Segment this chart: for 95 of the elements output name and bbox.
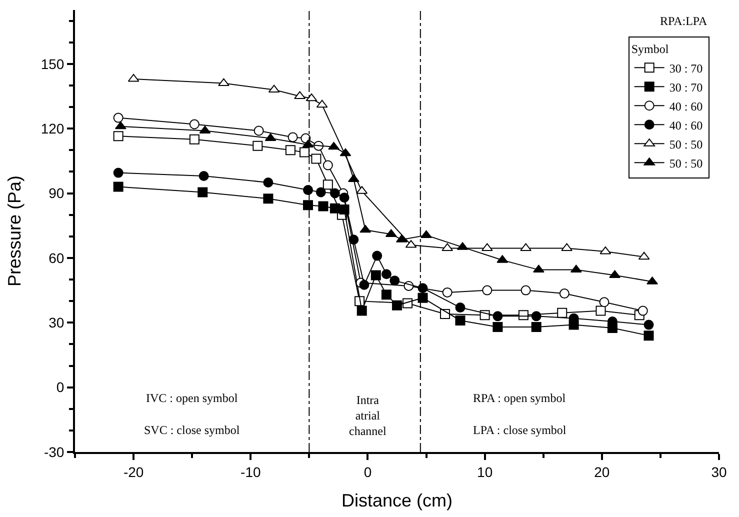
point bbox=[113, 112, 124, 123]
point bbox=[322, 160, 333, 170]
point bbox=[268, 84, 280, 93]
point bbox=[303, 200, 314, 210]
y-axis-title: Pressure (Pa) bbox=[4, 175, 25, 287]
point bbox=[360, 224, 372, 233]
point bbox=[330, 203, 340, 214]
y-tick-label: -30 bbox=[44, 444, 64, 460]
point bbox=[600, 246, 612, 254]
point bbox=[638, 252, 650, 260]
point bbox=[418, 292, 428, 303]
x-axis-title: Distance (cm) bbox=[341, 490, 453, 510]
legend-label: 50 : 50 bbox=[669, 156, 703, 170]
point bbox=[520, 285, 531, 296]
annotation: IVC : open symbol bbox=[146, 391, 238, 405]
point bbox=[644, 330, 654, 341]
point bbox=[302, 140, 314, 148]
x-tick-label: 10 bbox=[477, 464, 493, 480]
x-tick-label: 0 bbox=[364, 464, 372, 480]
legend-title: Symbol bbox=[631, 42, 670, 56]
point bbox=[570, 264, 582, 273]
y-tick-label: 150 bbox=[40, 56, 64, 72]
annotation: RPA : open symbol bbox=[473, 391, 566, 405]
point bbox=[189, 134, 200, 144]
point bbox=[316, 187, 326, 198]
point bbox=[455, 315, 466, 326]
point bbox=[599, 297, 610, 308]
point bbox=[356, 306, 367, 316]
legend-label: 30 : 70 bbox=[669, 61, 703, 76]
point bbox=[644, 320, 654, 330]
legend-label: 50 : 50 bbox=[669, 137, 703, 152]
y-tick-label: 60 bbox=[48, 250, 64, 266]
point bbox=[482, 285, 492, 296]
point bbox=[348, 234, 359, 245]
point bbox=[390, 276, 400, 286]
point bbox=[218, 78, 230, 86]
point bbox=[113, 168, 124, 178]
point bbox=[306, 93, 318, 102]
point bbox=[596, 306, 606, 316]
point bbox=[339, 192, 350, 203]
point bbox=[254, 126, 264, 136]
point bbox=[311, 154, 322, 164]
point bbox=[420, 230, 432, 238]
point bbox=[198, 187, 208, 198]
point bbox=[455, 302, 466, 313]
point bbox=[492, 311, 503, 322]
legend-label: 30 : 70 bbox=[669, 80, 703, 94]
point bbox=[263, 177, 274, 188]
x-tick-label: 30 bbox=[711, 464, 727, 480]
point bbox=[303, 185, 314, 196]
point bbox=[531, 322, 542, 332]
point bbox=[113, 182, 124, 192]
point bbox=[198, 171, 209, 182]
legend-label: 40 : 60 bbox=[669, 118, 703, 132]
point bbox=[300, 147, 310, 158]
point bbox=[114, 121, 126, 130]
legend-label: 40 : 60 bbox=[669, 99, 703, 114]
point bbox=[492, 322, 503, 332]
point bbox=[288, 132, 298, 142]
point bbox=[113, 131, 124, 142]
annotation: Intra atrial channel bbox=[349, 393, 387, 438]
point bbox=[264, 133, 276, 142]
point bbox=[285, 145, 296, 156]
point bbox=[316, 100, 328, 108]
point bbox=[359, 280, 370, 290]
point bbox=[372, 250, 382, 261]
point bbox=[381, 290, 392, 300]
x-tick-label: -20 bbox=[123, 464, 144, 480]
point bbox=[557, 308, 568, 318]
point bbox=[189, 119, 200, 130]
point bbox=[252, 140, 263, 151]
point bbox=[330, 188, 340, 198]
annotation: RPA:LPA bbox=[660, 14, 708, 28]
y-tick-label: 30 bbox=[48, 314, 64, 331]
y-tick-label: 90 bbox=[48, 185, 64, 202]
point bbox=[263, 194, 274, 204]
point bbox=[318, 201, 328, 212]
y-tick-label: 120 bbox=[40, 120, 64, 136]
x-tick-label: 20 bbox=[594, 464, 610, 480]
point bbox=[340, 148, 352, 156]
point bbox=[559, 288, 570, 299]
point bbox=[638, 306, 648, 316]
annotation: LPA : close symbol bbox=[473, 423, 567, 437]
point bbox=[418, 283, 428, 294]
point bbox=[531, 311, 542, 322]
point bbox=[442, 287, 452, 298]
point bbox=[322, 180, 333, 190]
point bbox=[392, 300, 402, 310]
point bbox=[370, 270, 381, 280]
y-tick-label: 0 bbox=[56, 379, 64, 396]
point bbox=[381, 269, 392, 280]
point bbox=[328, 142, 340, 150]
annotation: SVC : close symbol bbox=[144, 423, 240, 437]
point bbox=[532, 264, 544, 273]
x-tick-label: -10 bbox=[240, 464, 261, 480]
